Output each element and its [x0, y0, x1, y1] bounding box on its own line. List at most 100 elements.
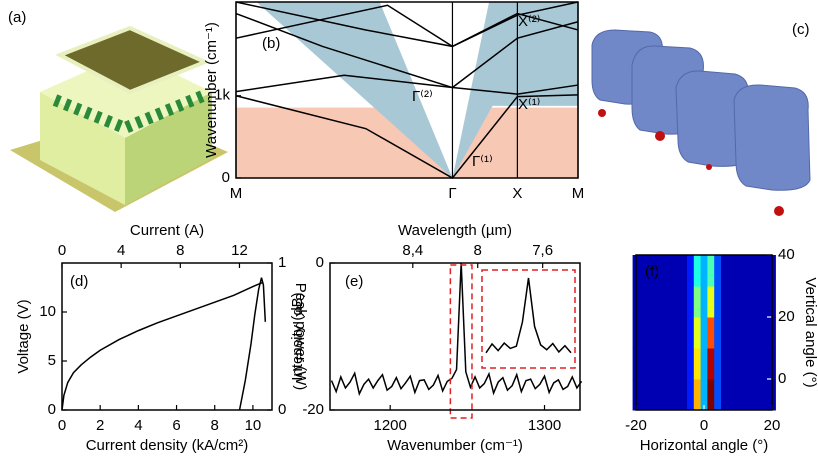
heat-cell — [735, 348, 742, 380]
heat-cell — [707, 348, 714, 380]
heat-cell — [639, 286, 646, 318]
heat-cell — [694, 286, 701, 318]
heat-cell — [701, 286, 708, 318]
heat-cell — [728, 255, 735, 287]
heat-cell — [667, 317, 674, 349]
highlight-box — [450, 265, 472, 418]
heat-cell — [673, 255, 680, 287]
panel-label: (a) — [8, 9, 26, 26]
heat-cell — [653, 286, 660, 318]
x-tick-label: M — [572, 185, 585, 202]
heat-cell — [741, 255, 748, 287]
y-tick-label: -20 — [302, 401, 324, 418]
heat-cell — [714, 255, 721, 287]
x-axis-label: Wavelength (µm) — [398, 222, 512, 239]
heat-cell — [755, 317, 762, 349]
heat-cell — [735, 286, 742, 318]
particle — [655, 131, 665, 141]
y-tick-label: 20 — [778, 308, 795, 325]
y-tick-label: 1 — [278, 254, 286, 271]
particle — [598, 109, 606, 117]
heat-cell — [639, 348, 646, 380]
heat-cell — [741, 379, 748, 411]
heat-cell — [680, 348, 687, 380]
x-axis-label: Current density (kA/cm²) — [86, 437, 249, 454]
heat-cell — [748, 255, 755, 287]
x-tick-label: 1300 — [528, 417, 561, 434]
heat-cell — [721, 286, 728, 318]
heat-cell — [714, 348, 721, 380]
y-tick-label: 0 — [778, 370, 786, 387]
x-axis-label: Wavenumber (cm⁻¹) — [387, 437, 523, 454]
y-tick-label: 10 — [39, 303, 56, 320]
heat-cell — [701, 255, 708, 287]
heat-cell — [748, 286, 755, 318]
heat-cell — [687, 348, 694, 380]
heat-cell — [755, 348, 762, 380]
x-tick-label: 4 — [134, 417, 142, 434]
y-tick-label: 5 — [48, 352, 56, 369]
heat-cell — [707, 255, 714, 287]
heat-cell — [639, 379, 646, 411]
heat-cell — [653, 317, 660, 349]
heat-cell — [714, 379, 721, 411]
x-axis-label: Current (A) — [130, 222, 204, 239]
y-axis-label: Wavenumber (cm⁻¹) — [203, 22, 220, 158]
heat-cell — [735, 255, 742, 287]
heat-cell — [748, 348, 755, 380]
heat-cell — [646, 379, 653, 411]
x-tick-label: 10 — [245, 417, 262, 434]
particle — [706, 164, 712, 170]
particle — [774, 206, 784, 216]
heat-cell — [653, 379, 660, 411]
y-axis-label: Voltage (V) — [15, 299, 32, 373]
heat-cell — [667, 348, 674, 380]
annotation: X⁽²⁾ — [518, 13, 540, 30]
data-line — [240, 278, 266, 410]
x-tick-label: 0 — [58, 417, 66, 434]
x-tick-label: 7,6 — [532, 242, 553, 259]
heat-cell — [680, 255, 687, 287]
heat-cell — [694, 317, 701, 349]
x-tick-label: X — [512, 185, 522, 202]
panel-label: (f) — [645, 263, 659, 280]
heat-cell — [748, 379, 755, 411]
heat-cell — [741, 317, 748, 349]
heat-cell — [762, 286, 769, 318]
heat-cell — [680, 286, 687, 318]
panel-label: (d) — [70, 273, 88, 290]
y-tick-label: 0 — [278, 401, 286, 418]
data-line — [62, 283, 262, 410]
y-axis-label: Vertical angle (°) — [802, 277, 818, 387]
heat-cell — [660, 317, 667, 349]
heat-cell — [721, 379, 728, 411]
heat-cell — [728, 317, 735, 349]
heat-cell — [728, 348, 735, 380]
x-tick-label: 8 — [176, 242, 184, 259]
heat-cell — [721, 255, 728, 287]
figure: (a) (c) MΓXM01kWavenumber (cm⁻¹)Γ⁽²⁾Γ⁽¹⁾… — [0, 0, 818, 463]
heat-cell — [728, 379, 735, 411]
y-tick-label: 0 — [316, 254, 324, 271]
heat-cell — [701, 317, 708, 349]
panel-label: (c) — [792, 21, 810, 38]
heat-cell — [714, 286, 721, 318]
heat-cell — [755, 379, 762, 411]
heat-cell — [687, 255, 694, 287]
heat-cell — [687, 379, 694, 411]
y-tick-label: 0 — [48, 401, 56, 418]
x-tick-label: M — [230, 185, 243, 202]
y-tick-label: 0 — [222, 169, 230, 186]
heat-cell — [707, 379, 714, 411]
x-tick-label: 1200 — [373, 417, 406, 434]
heat-cell — [741, 348, 748, 380]
heat-cell — [755, 255, 762, 287]
heat-cell — [673, 317, 680, 349]
x-tick-label: 20 — [764, 417, 781, 434]
x-tick-label: 6 — [172, 417, 180, 434]
annotation: X⁽¹⁾ — [518, 96, 540, 113]
x-tick-label: 8 — [211, 417, 219, 434]
heat-cell — [639, 317, 646, 349]
x-tick-label: 8,4 — [402, 242, 423, 259]
heat-cell — [660, 286, 667, 318]
